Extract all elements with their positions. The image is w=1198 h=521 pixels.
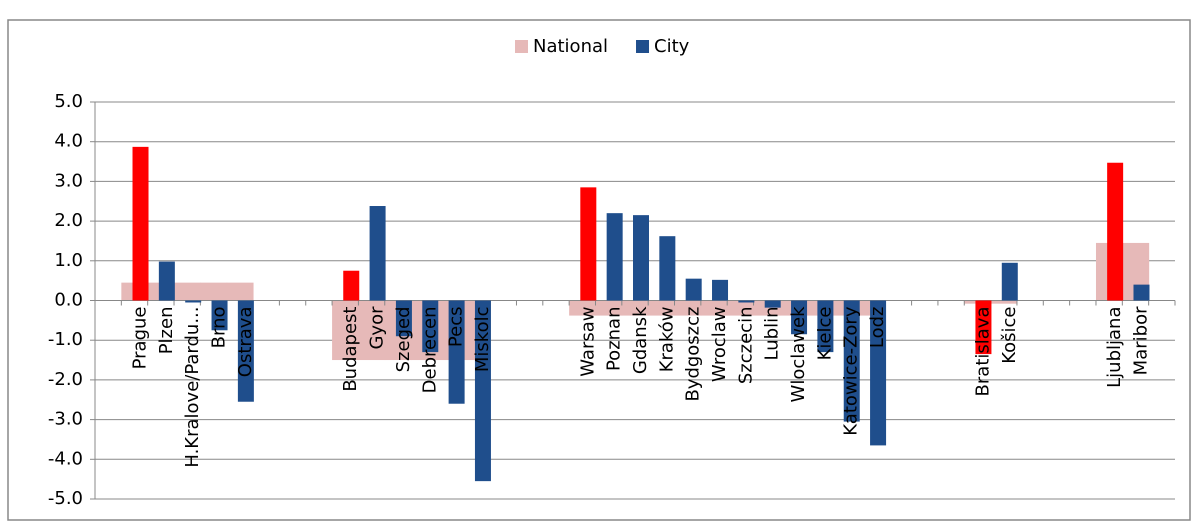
city-bar: [580, 187, 597, 301]
city-bar: [870, 300, 887, 446]
city-bar: [712, 279, 729, 301]
city-bar: [448, 300, 465, 404]
y-tick-label: -4.0: [48, 448, 83, 469]
y-tick-label: 3.0: [54, 170, 83, 191]
city-bar: [633, 215, 649, 301]
x-tick-label: Maribor: [1130, 306, 1151, 375]
city-bar: [1001, 262, 1018, 301]
national-bar: [174, 282, 201, 301]
x-tick-label: Brno: [209, 307, 230, 349]
city-bar: [343, 270, 360, 301]
x-tick-label: Prague: [130, 307, 151, 370]
x-tick-label: Lublin: [762, 307, 783, 361]
x-tick-label: Lodz: [867, 307, 888, 349]
city-bar: [158, 261, 175, 301]
national-bar: [648, 300, 676, 316]
x-tick-label: Bydgoszcz: [683, 307, 704, 402]
city-bar: [211, 300, 228, 331]
x-tick-label: Plzen: [156, 307, 177, 355]
city-bar: [659, 236, 676, 301]
x-tick-label: Wroclaw: [709, 307, 730, 383]
city-bar: [422, 300, 439, 353]
national-bar: [727, 300, 755, 316]
national-bar: [358, 300, 386, 361]
national-bar: [595, 300, 623, 316]
city-bar: [1107, 162, 1124, 301]
city-bar: [738, 300, 755, 303]
y-tick-label: -2.0: [48, 369, 83, 390]
y-tick-label: 1.0: [54, 250, 83, 271]
y-tick-label: -1.0: [48, 329, 83, 350]
y-tick-label: 0.0: [54, 290, 83, 311]
city-bar: [843, 300, 860, 422]
y-tick-label: 4.0: [54, 131, 83, 152]
x-tick-label: Ljubljana: [1104, 307, 1125, 388]
x-tick-label: Debrecen: [419, 307, 440, 394]
chart-frame: [7, 19, 1191, 521]
x-tick-label: Ostrava: [235, 307, 256, 378]
x-tick-label: Budapest: [340, 307, 361, 392]
y-tick-label: 2.0: [54, 210, 83, 231]
national-bar: [332, 300, 359, 361]
national-bar: [700, 300, 728, 316]
y-tick-label: -3.0: [48, 409, 83, 430]
x-tick-label: Gyor: [367, 306, 388, 350]
national-bar: [621, 300, 649, 316]
national-bar: [200, 282, 228, 301]
legend-swatch: [515, 40, 528, 53]
city-bar: [791, 300, 808, 335]
city-bar: [369, 206, 386, 301]
national-bar: [226, 282, 254, 301]
x-tick-label: Wloclawek: [788, 306, 809, 403]
x-tick-label: Poznan: [604, 307, 625, 372]
x-tick-label: Kielce: [814, 307, 835, 361]
city-bar: [685, 278, 702, 301]
x-tick-label: Szeged: [393, 307, 414, 373]
city-bar: [185, 300, 202, 303]
city-bar: [975, 300, 992, 355]
x-tick-label: Gdansk: [630, 306, 651, 374]
x-tick-label: Košice: [999, 307, 1020, 364]
city-bar: [606, 213, 623, 301]
x-tick-label: Miskolc: [472, 307, 493, 373]
x-tick-label: Pecs: [446, 307, 467, 348]
city-bar: [817, 300, 834, 353]
x-tick-label: Szczecin: [735, 307, 756, 385]
city-bar: [395, 300, 412, 337]
city-bar: [474, 300, 491, 482]
city-bar: [237, 300, 254, 402]
legend-label: National: [533, 36, 608, 57]
city-bar: [132, 146, 149, 301]
national-bar: [990, 300, 1018, 304]
y-tick-label: -5.0: [48, 488, 83, 509]
y-tick-label: 5.0: [54, 91, 83, 112]
legend-swatch: [636, 40, 650, 53]
national-bar: [569, 300, 596, 316]
x-tick-label: Warsaw: [577, 307, 598, 377]
legend-label: City: [654, 36, 690, 57]
x-tick-label: H.Kralove/Pardu...: [182, 307, 203, 468]
city-bar: [764, 300, 781, 308]
national-bar: [674, 300, 702, 316]
city-bar: [1133, 284, 1150, 301]
x-tick-label: Kraków: [656, 307, 677, 373]
x-tick-label: Bratislava: [972, 306, 993, 396]
x-tick-label: Katowice-Zory: [841, 306, 862, 436]
